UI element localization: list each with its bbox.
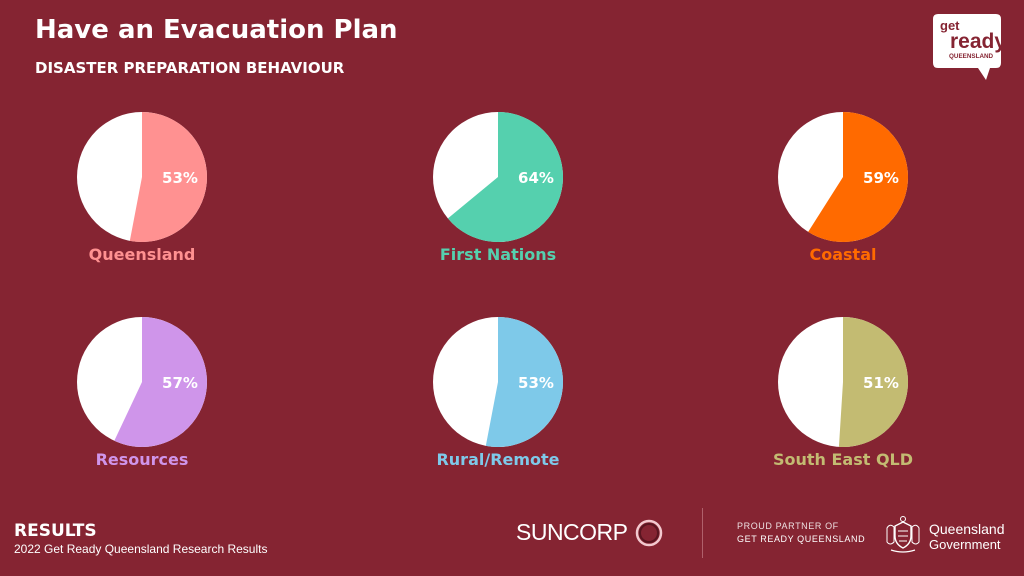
- pie-value-slice: [838, 317, 909, 447]
- pie-chart-resources: 57%: [77, 317, 208, 447]
- partner-statement: PROUD PARTNER OF GET READY QUEENSLAND: [737, 520, 865, 546]
- queensland-crest-icon: [886, 516, 920, 553]
- pie-chart-south-east-qld: 51%: [778, 317, 909, 447]
- pie-category-label: Rural/Remote: [436, 450, 560, 469]
- pie-chart-first-nations: 64%: [433, 112, 564, 242]
- get-ready-queensland-logo: get ready QUEENSLAND: [933, 14, 1002, 80]
- suncorp-logo-text: SUNCORP: [516, 519, 628, 545]
- pie-value-slice: [114, 317, 208, 447]
- pie-chart-rural-remote: 53%: [433, 317, 563, 447]
- pie-category-label: South East QLD: [772, 450, 914, 469]
- pie-value-slice: [447, 112, 564, 242]
- research-footnote: 2022 Get Ready Queensland Research Resul…: [14, 542, 268, 556]
- pie-percent-label: 59%: [863, 169, 899, 187]
- pie-percent-label: 64%: [518, 169, 554, 187]
- page-subtitle: DISASTER PREPARATION BEHAVIOUR: [35, 59, 345, 77]
- pie-category-label: Queensland: [88, 245, 196, 264]
- pie-category-label: Coastal: [809, 245, 877, 264]
- pie-value-slice: [485, 317, 563, 447]
- logo-text-ready: ready: [950, 30, 1002, 53]
- logo-text-queensland: QUEENSLAND: [949, 53, 994, 60]
- queensland-government-logo-text: Queensland Government: [929, 521, 1005, 553]
- qgov-line-2: Government: [929, 537, 1001, 552]
- footer-divider: [702, 508, 703, 558]
- pie-chart-coastal: 59%: [778, 112, 909, 243]
- results-label: RESULTS: [14, 521, 97, 541]
- pie-percent-label: 51%: [863, 374, 899, 392]
- qgov-line-1: Queensland: [929, 521, 1005, 537]
- pie-percent-label: 53%: [162, 169, 198, 187]
- pie-percent-label: 53%: [518, 374, 554, 392]
- logo-text-get: get: [940, 18, 960, 33]
- page-title: Have an Evacuation Plan: [35, 15, 398, 45]
- pie-category-label: First Nations: [439, 245, 557, 264]
- pie-value-slice: [808, 112, 909, 243]
- suncorp-ring-icon: [635, 519, 663, 547]
- partner-line-2: GET READY QUEENSLAND: [737, 534, 866, 544]
- pie-category-label: Resources: [95, 450, 189, 469]
- pie-value-slice: [129, 112, 207, 243]
- pie-percent-label: 57%: [162, 374, 198, 392]
- pie-chart-queensland: 53%: [77, 112, 207, 243]
- partner-line-1: PROUD PARTNER OF: [737, 521, 839, 531]
